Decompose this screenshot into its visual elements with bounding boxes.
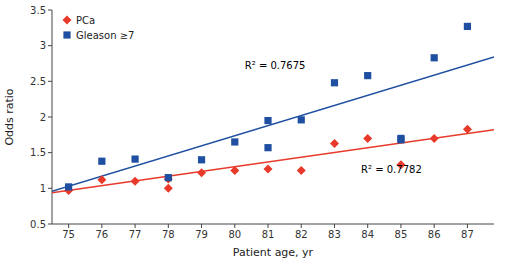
scatter-point: [297, 166, 306, 175]
annotation: R² = 0.7675: [245, 60, 306, 71]
x-tick: [367, 224, 368, 228]
scatter-point: [430, 134, 439, 143]
chart: 75 76 77 78 79 80 81 82 83 84 85 86 87 0.5 1 1.5 2 2.5 3 3.…: [0, 0, 508, 262]
x-tick-label: 82: [295, 229, 308, 240]
scatter-point: [464, 23, 471, 30]
scatter-point: [363, 134, 372, 143]
y-tick: [48, 10, 52, 11]
scatter-point: [164, 184, 173, 193]
scatter-point: [264, 144, 271, 151]
scatter-point: [298, 116, 305, 123]
trend-line: [52, 57, 494, 191]
x-tick-label: 87: [461, 229, 474, 240]
y-tick-label: 2.5: [30, 76, 46, 87]
y-tick-label: 3.5: [30, 5, 46, 16]
y-tick: [48, 81, 52, 82]
x-tick: [201, 224, 202, 228]
trend-line: [52, 130, 494, 193]
legend-marker: [63, 31, 70, 38]
x-tick-label: 86: [428, 229, 441, 240]
y-tick-label: 2: [40, 112, 46, 123]
scatter-point: [331, 79, 338, 86]
legend: PCa Gleason ≥7: [63, 15, 135, 41]
x-tick: [68, 224, 69, 228]
x-tick: [101, 224, 102, 228]
scatter-point: [98, 158, 105, 165]
legend-label: Gleason ≥7: [76, 30, 134, 41]
scatter-point: [330, 139, 339, 148]
y-tick: [48, 45, 52, 46]
scatter-point: [231, 138, 238, 145]
scatter-point: [431, 54, 438, 61]
x-tick-label: 75: [62, 229, 75, 240]
y-tick: [48, 117, 52, 118]
x-axis-line: [52, 224, 494, 225]
x-tick-label: 81: [262, 229, 275, 240]
x-tick: [234, 224, 235, 228]
scatter-point: [198, 156, 205, 163]
scatter-point: [131, 177, 140, 186]
scatter-point: [230, 166, 239, 175]
scatter-point: [264, 117, 271, 124]
x-tick: [434, 224, 435, 228]
y-tick-label: 0.5: [30, 219, 46, 230]
scatter-point: [65, 183, 72, 190]
y-tick-label: 1: [40, 183, 46, 194]
y-tick-label: 3: [40, 40, 46, 51]
legend-marker: [63, 16, 72, 25]
scatter-point: [264, 165, 273, 174]
x-tick-label: 78: [162, 229, 175, 240]
y-tick: [48, 188, 52, 189]
y-tick-label: 1.5: [30, 147, 46, 158]
x-tick: [268, 224, 269, 228]
scatter-point: [97, 175, 106, 184]
x-tick: [334, 224, 335, 228]
annotation: R² = 0.7782: [361, 164, 422, 175]
scatter-point: [397, 135, 404, 142]
scatter-point: [364, 72, 371, 79]
y-tick: [48, 224, 52, 225]
x-axis-label: Patient age, yr: [233, 246, 314, 259]
x-tick-label: 85: [395, 229, 408, 240]
legend-label: PCa: [76, 15, 95, 26]
scatter-point: [197, 168, 206, 177]
x-tick-label: 80: [228, 229, 241, 240]
x-tick: [135, 224, 136, 228]
y-tick: [48, 152, 52, 153]
scatter-point: [164, 175, 173, 184]
x-tick: [467, 224, 468, 228]
x-tick: [301, 224, 302, 228]
scatter-point: [165, 174, 172, 181]
plot-area: [52, 23, 494, 195]
x-tick: [168, 224, 169, 228]
x-tick-label: 79: [195, 229, 208, 240]
x-tick-label: 83: [328, 229, 341, 240]
x-tick: [400, 224, 401, 228]
scatter-point: [463, 125, 472, 134]
x-tick-label: 76: [95, 229, 108, 240]
scatter-point: [131, 155, 138, 162]
y-axis-label: Odds ratio: [3, 88, 16, 145]
x-tick-label: 84: [361, 229, 374, 240]
x-tick-label: 77: [129, 229, 142, 240]
